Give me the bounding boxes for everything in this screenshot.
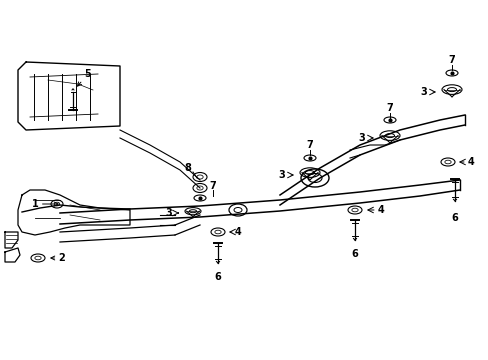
Text: 5: 5 <box>78 69 91 86</box>
Text: 6: 6 <box>351 249 358 259</box>
Text: 7: 7 <box>209 181 216 191</box>
Text: 4: 4 <box>377 205 384 215</box>
Text: 3: 3 <box>278 170 285 180</box>
Text: 3: 3 <box>165 208 172 218</box>
Text: 4: 4 <box>235 227 241 237</box>
Text: 3: 3 <box>419 87 426 97</box>
Text: 7: 7 <box>447 55 454 65</box>
Text: 7: 7 <box>386 103 392 113</box>
Text: 2: 2 <box>51 253 65 263</box>
Text: 7: 7 <box>306 140 313 150</box>
Text: 6: 6 <box>451 213 457 223</box>
Text: 4: 4 <box>467 157 474 167</box>
Text: 1: 1 <box>32 199 58 209</box>
Text: 3: 3 <box>358 133 364 143</box>
Text: 6: 6 <box>214 272 221 282</box>
Text: 8: 8 <box>184 163 191 173</box>
